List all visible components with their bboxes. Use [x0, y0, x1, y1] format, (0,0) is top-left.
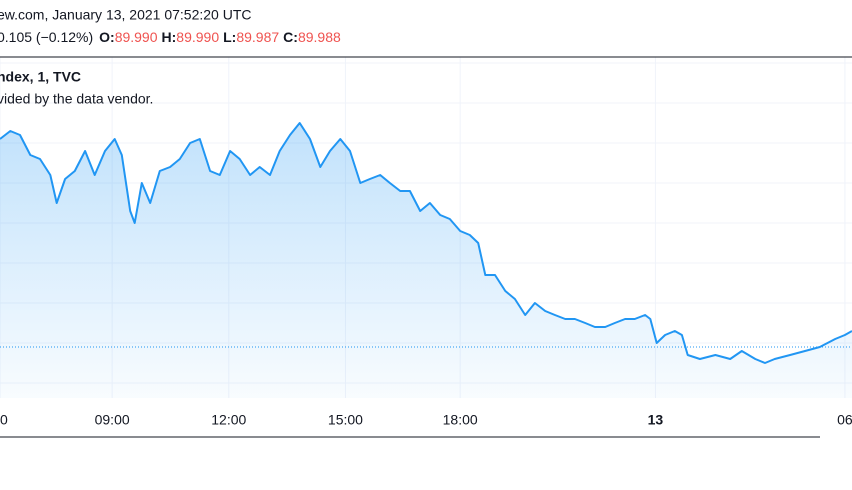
- ohlc-value: 89.988: [298, 29, 341, 45]
- ohlc-value: 89.987: [236, 29, 279, 45]
- x-tick-label: 12:00: [211, 412, 246, 428]
- ohlc-key: O:: [99, 29, 115, 45]
- plot: [0, 122, 852, 398]
- x-tick-label: 06: [837, 412, 852, 428]
- ohlc-key: L:: [223, 29, 236, 45]
- notice: vided by the data vendor.: [0, 91, 153, 107]
- ohlc-key: C:: [283, 29, 298, 45]
- line: [0, 122, 852, 364]
- symbol: ndex, 1, TVC: [0, 69, 81, 85]
- x-tick-label: 13: [648, 412, 664, 428]
- x-tick-label: 15:00: [328, 412, 363, 428]
- x-tick-label: 00: [0, 412, 8, 428]
- ohlc-key: H:: [162, 29, 177, 45]
- ohlc-value: 89.990: [115, 29, 158, 45]
- change: 0.105 (−0.12%): [0, 29, 93, 45]
- area-fill: [0, 123, 852, 398]
- ohlc-value: 89.990: [176, 29, 219, 45]
- x-tick-label: 18:00: [443, 412, 478, 428]
- ohlc-line: 0.105 (−0.12%) O:89.990 H:89.990 L:89.987 C:…: [0, 29, 341, 45]
- x-tick-label: 09:00: [95, 412, 130, 428]
- source-line: ew.com, January 13, 2021 07:52:20 UTC: [0, 7, 251, 23]
